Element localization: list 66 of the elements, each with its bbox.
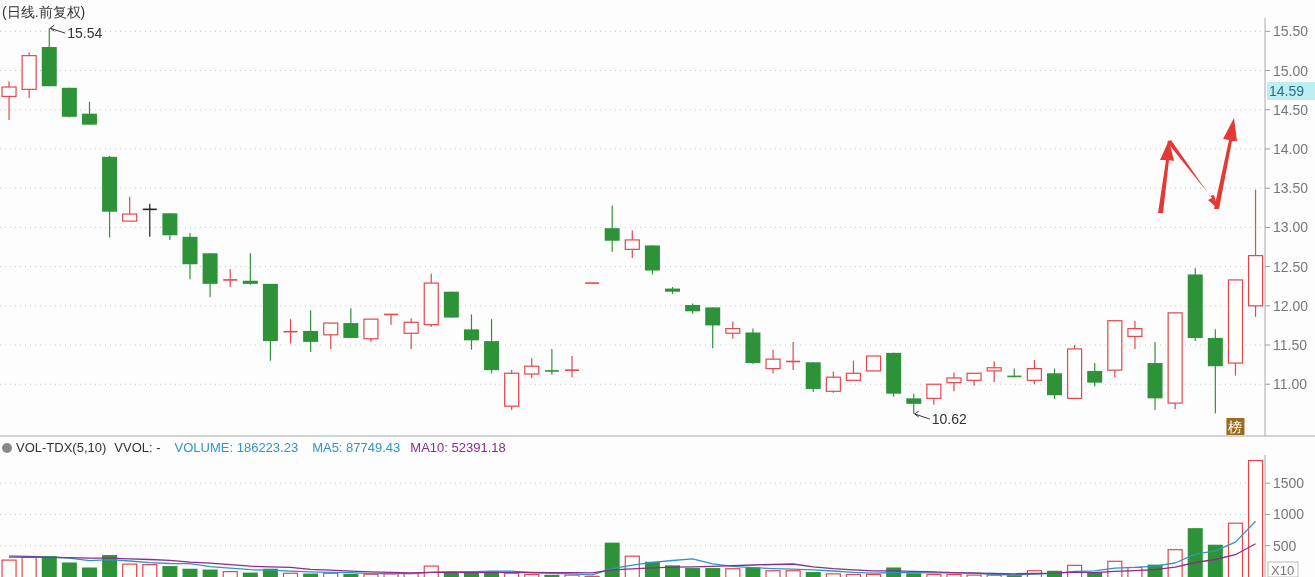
y-tick-label: 1000	[1273, 506, 1305, 523]
bar	[202, 569, 218, 577]
bar	[343, 573, 359, 577]
bar	[282, 572, 299, 577]
bar	[825, 573, 841, 577]
bar	[504, 572, 520, 577]
bar	[805, 572, 821, 577]
y-tick-label: 12.50	[1273, 258, 1309, 275]
bar	[21, 556, 37, 577]
bar	[423, 565, 439, 577]
bar	[323, 572, 339, 577]
bar	[1207, 544, 1223, 577]
bar	[61, 562, 77, 577]
bar	[765, 570, 781, 577]
bar	[363, 573, 379, 577]
y-tick-label: 500	[1273, 537, 1297, 554]
bar	[906, 573, 922, 577]
bar	[926, 573, 942, 577]
bar	[564, 574, 580, 577]
y-tick-label: 12.00	[1273, 297, 1309, 314]
bar	[81, 567, 97, 577]
bar	[865, 573, 882, 577]
bar	[162, 566, 178, 577]
text: 14.59	[1269, 83, 1305, 99]
bar	[544, 574, 560, 577]
bar	[142, 564, 158, 577]
chart-title: VOL-TDX(5,10)	[16, 440, 107, 455]
bar	[463, 572, 479, 577]
bar	[946, 573, 962, 577]
bar	[604, 542, 620, 577]
y-tick-label: 13.00	[1273, 219, 1309, 236]
annotation: 榜	[1228, 419, 1243, 435]
line-series	[8, 520, 1257, 576]
bar	[1247, 459, 1264, 577]
bar	[1187, 528, 1203, 577]
bar	[845, 573, 862, 577]
annotation: VVOL: -	[114, 440, 161, 455]
bar	[966, 574, 982, 577]
bar	[1, 559, 17, 577]
y-tick-label: 14.50	[1273, 101, 1309, 118]
y-tick-label: 14.00	[1273, 140, 1309, 157]
annotation: 15.54	[67, 25, 103, 42]
y-tick-label: 1500	[1273, 475, 1305, 492]
bar	[705, 568, 721, 577]
text: MA5: 87749.43	[312, 440, 401, 455]
y-tick-label: 11.00	[1273, 376, 1308, 393]
bar	[122, 563, 138, 577]
chart-title: (日线.前复权)	[2, 4, 86, 20]
bar	[725, 568, 741, 577]
y-tick-label: 15.00	[1273, 62, 1309, 79]
y-tick-label: 15.50	[1273, 23, 1309, 40]
bar	[222, 571, 238, 577]
bar	[785, 570, 801, 577]
bar	[41, 556, 57, 577]
annotation: 10.62	[931, 411, 968, 428]
text: MA10: 52391.18	[410, 440, 506, 455]
y-tick-label: 13.50	[1273, 180, 1309, 197]
bar	[524, 573, 540, 577]
y-axis-title: X10	[1271, 563, 1295, 577]
bar	[685, 568, 701, 577]
annotation: VOLUME: 186223.23	[174, 440, 299, 455]
y-tick-label: 11.50	[1273, 337, 1308, 354]
line-series	[8, 543, 1257, 575]
bar	[242, 572, 258, 577]
bar	[1227, 522, 1244, 577]
bar	[182, 568, 198, 577]
